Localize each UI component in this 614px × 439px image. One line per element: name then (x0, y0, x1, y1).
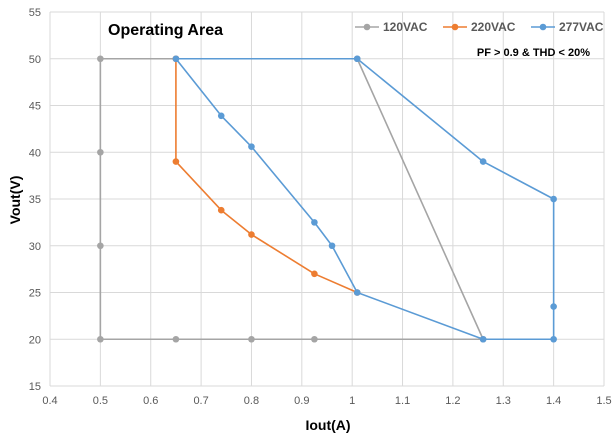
y-tick-label: 50 (29, 54, 41, 66)
data-point-277VAC (480, 336, 487, 343)
x-tick-label: 1.2 (445, 395, 460, 407)
legend-label: 120VAC (383, 20, 428, 34)
y-tick-label: 40 (29, 147, 41, 159)
y-tick-label: 45 (29, 101, 41, 113)
x-tick-label: 1.4 (546, 395, 561, 407)
x-tick-label: 1 (349, 395, 355, 407)
legend-swatch-marker (364, 24, 371, 31)
data-point-277VAC (550, 196, 557, 203)
data-point-120VAC (173, 336, 180, 343)
y-tick-label: 55 (29, 7, 41, 19)
y-tick-label: 30 (29, 241, 41, 253)
legend: 120VAC 220VAC 277VAC (355, 20, 604, 34)
data-point-220VAC (173, 158, 180, 165)
x-tick-label: 0.5 (93, 395, 108, 407)
data-point-120VAC (97, 149, 104, 156)
data-point-277VAC (550, 336, 557, 343)
data-point-277VAC (173, 55, 180, 62)
data-point-277VAC (248, 143, 255, 150)
legend-label: 220VAC (471, 20, 516, 34)
legend-swatch-marker (540, 24, 547, 31)
y-tick-label: 25 (29, 288, 41, 300)
data-point-220VAC (218, 207, 225, 214)
data-point-277VAC (329, 242, 336, 249)
y-tick-label: 20 (29, 334, 41, 346)
legend-label: 277VAC (559, 20, 604, 34)
data-point-220VAC (311, 271, 318, 278)
data-point-120VAC (311, 336, 318, 343)
x-tick-label: 0.7 (193, 395, 208, 407)
data-point-120VAC (248, 336, 255, 343)
data-point-277VAC (480, 158, 487, 165)
data-point-220VAC (248, 231, 255, 238)
data-point-277VAC (354, 289, 361, 296)
data-point-277VAC (550, 303, 557, 310)
x-tick-label: 0.8 (244, 395, 259, 407)
x-tick-label: 1.5 (596, 395, 611, 407)
x-tick-label: 1.1 (395, 395, 410, 407)
y-axis-title: Vout(V) (7, 176, 23, 225)
x-tick-label: 0.6 (143, 395, 158, 407)
x-axis-title: Iout(A) (305, 417, 350, 433)
chart-title: Operating Area (108, 22, 223, 39)
y-tick-label: 35 (29, 194, 41, 206)
data-point-120VAC (97, 242, 104, 249)
data-point-277VAC (354, 55, 361, 62)
data-point-120VAC (97, 336, 104, 343)
x-tick-label: 1.3 (496, 395, 511, 407)
data-point-277VAC (218, 112, 225, 119)
data-point-277VAC (311, 219, 318, 226)
legend-swatch-marker (452, 24, 459, 31)
x-tick-label: 0.4 (42, 395, 57, 407)
data-point-120VAC (97, 55, 104, 62)
y-tick-label: 15 (29, 381, 41, 393)
chart-annotation: PF > 0.9 & THD < 20% (477, 47, 590, 59)
x-tick-label: 0.9 (294, 395, 309, 407)
